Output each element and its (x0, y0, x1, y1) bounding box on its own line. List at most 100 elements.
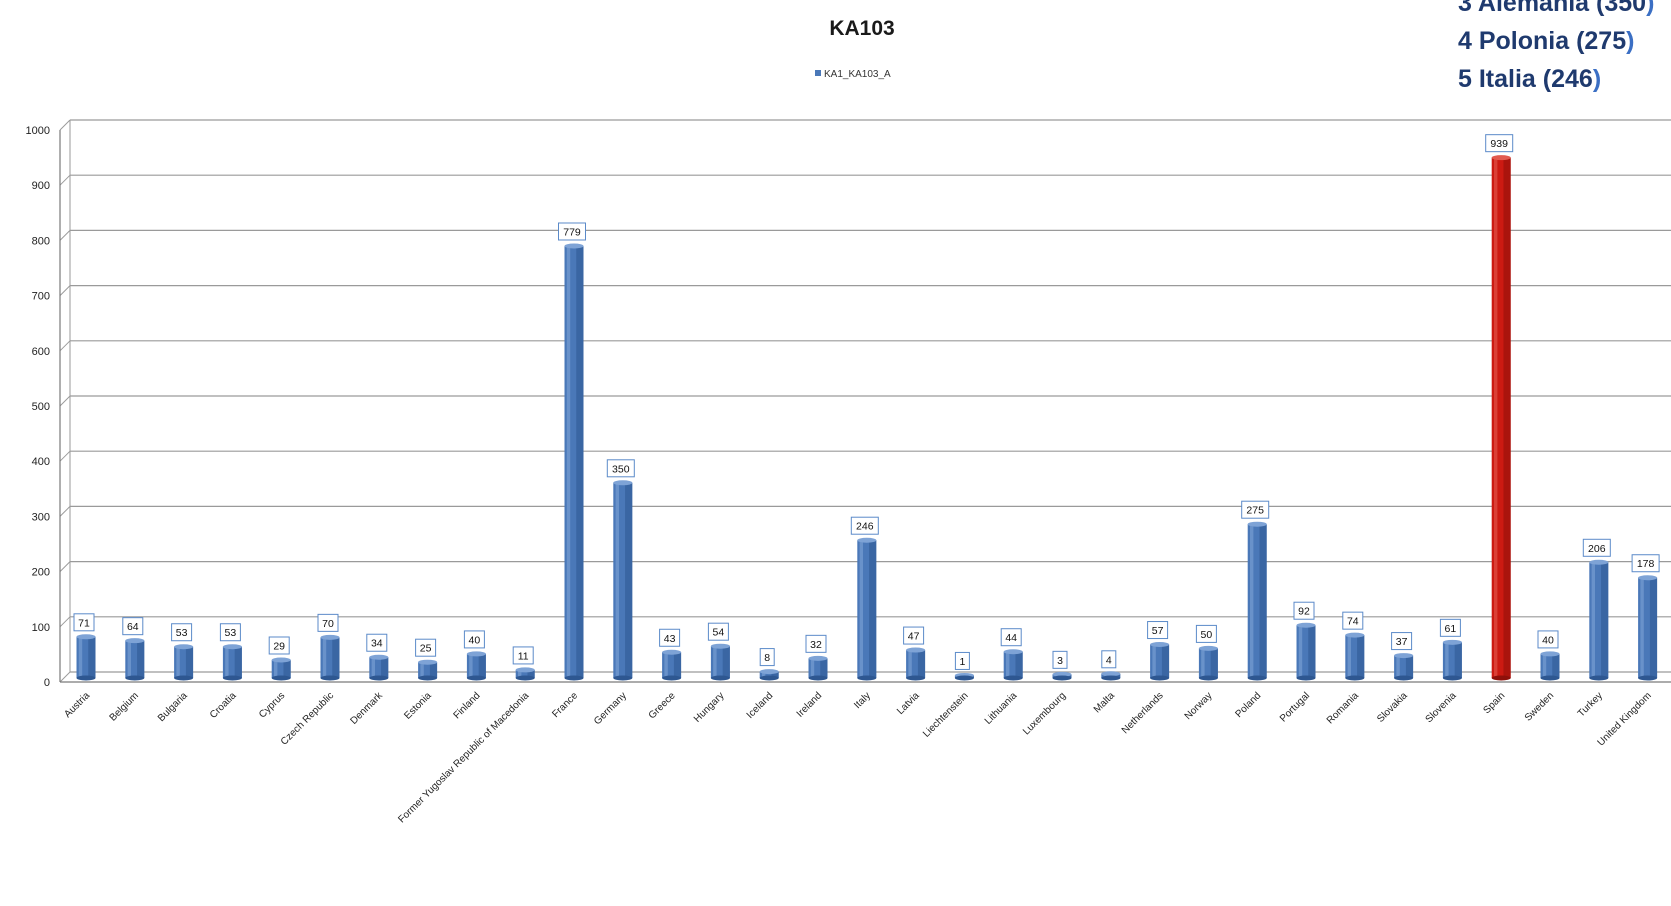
bar-top (1150, 642, 1170, 648)
data-label-box (903, 626, 925, 645)
y-tick-label: 400 (32, 456, 50, 468)
data-label-box (1293, 601, 1315, 620)
bars (76, 155, 1658, 681)
data-label: 57 (1152, 625, 1164, 637)
data-label: 53 (225, 627, 237, 639)
bar-base (466, 675, 486, 681)
bar-base (271, 675, 291, 681)
bar-top (1638, 575, 1658, 581)
data-label-box (1631, 554, 1660, 573)
category-label: Belgium (108, 690, 141, 723)
bar-highlight (810, 658, 815, 678)
data-label: 34 (371, 638, 383, 650)
bar-base (320, 675, 340, 681)
data-label: 64 (127, 621, 139, 633)
data-label-box (73, 613, 95, 632)
bar-shade (1113, 673, 1121, 678)
bar-top (759, 669, 779, 675)
bar-base (954, 675, 974, 681)
data-label-box (1342, 611, 1364, 630)
bar-highlight (1591, 562, 1595, 678)
bar-shade (771, 671, 779, 678)
bar-top (515, 667, 535, 673)
bar-base (1345, 675, 1365, 681)
data-label-box (1000, 628, 1022, 647)
bar-highlight (420, 662, 424, 678)
category-label: Cyprus (257, 690, 287, 720)
bar-top (808, 655, 828, 661)
category-label: Netherlands (1120, 690, 1166, 736)
bar-base (857, 675, 877, 681)
bar-shade (88, 636, 96, 678)
category-label: Liechtenstein (921, 690, 970, 739)
bar-highlight (322, 637, 327, 678)
category-label: Spain (1481, 690, 1507, 716)
bar-shade (1161, 644, 1170, 678)
category-label: Hungary (692, 690, 727, 725)
bar-highlight (1005, 651, 1010, 678)
data-label: 178 (1637, 558, 1655, 570)
bar-shade (137, 640, 145, 678)
gridline-edge (59, 340, 71, 352)
bar-base (1003, 675, 1023, 681)
bar-shade (478, 653, 486, 678)
data-label-box (171, 623, 193, 642)
y-tick-label: 0 (44, 677, 50, 689)
data-label: 50 (1201, 629, 1213, 641)
bar-top (564, 243, 584, 249)
data-label: 40 (1542, 634, 1554, 646)
category-label: Czech Republic (279, 690, 336, 747)
category-label: Finland (452, 690, 483, 721)
y-tick-label: 600 (32, 346, 50, 358)
bar-highlight (273, 659, 278, 678)
bar-shade (1210, 648, 1218, 678)
category-label: Norway (1183, 690, 1215, 722)
ranking-item: 4 Polonia (275) (1458, 22, 1654, 60)
bar-base (418, 675, 438, 681)
bar-shade (185, 646, 194, 678)
bar-base (515, 675, 535, 681)
bar-shade (869, 540, 877, 678)
data-label-box (1537, 630, 1559, 649)
bar-highlight (1493, 157, 1498, 678)
ranking-item-text: 4 Polonia (275 (1458, 27, 1627, 55)
data-label-box (1195, 624, 1217, 643)
gridline-edge (59, 395, 71, 407)
data-label: 246 (856, 521, 874, 533)
bar-highlight (1445, 642, 1449, 678)
data-label-box (805, 634, 827, 653)
data-label-box (1052, 650, 1068, 669)
category-label: Bulgaria (156, 690, 190, 724)
bar-shade (1259, 524, 1267, 678)
y-tick-label: 200 (32, 567, 50, 579)
category-label: Slovakia (1375, 690, 1410, 725)
category-label: Latvia (895, 690, 922, 717)
data-label-box (1391, 632, 1413, 651)
category-label: United Kingdom (1596, 690, 1654, 748)
bar-top (1247, 521, 1267, 527)
bar-shade (381, 657, 389, 678)
data-label-box (1147, 621, 1169, 640)
bar-highlight (1201, 648, 1205, 678)
bar-highlight (566, 245, 571, 678)
bar-base (1150, 675, 1170, 681)
bar-highlight (517, 669, 522, 678)
bar-top (1442, 639, 1462, 645)
bar-base (1638, 675, 1658, 681)
bar-highlight (127, 640, 131, 678)
gridline-edge (59, 616, 71, 628)
data-label-box (659, 628, 681, 647)
chart-title: KA103 (829, 17, 894, 40)
gridline-edge (59, 119, 71, 131)
ranking-list: 3 Alemania (350) 4 Polonia (275) 5 Itali… (1458, 0, 1654, 98)
y-tick-label: 300 (32, 511, 50, 523)
data-label: 206 (1588, 543, 1606, 555)
data-label-box (1439, 618, 1461, 637)
bar-highlight (1396, 655, 1400, 678)
data-label-box (707, 622, 729, 641)
category-label: Malta (1092, 690, 1117, 715)
ranking-item-paren: ) (1592, 65, 1602, 93)
bar-base (1052, 675, 1072, 681)
